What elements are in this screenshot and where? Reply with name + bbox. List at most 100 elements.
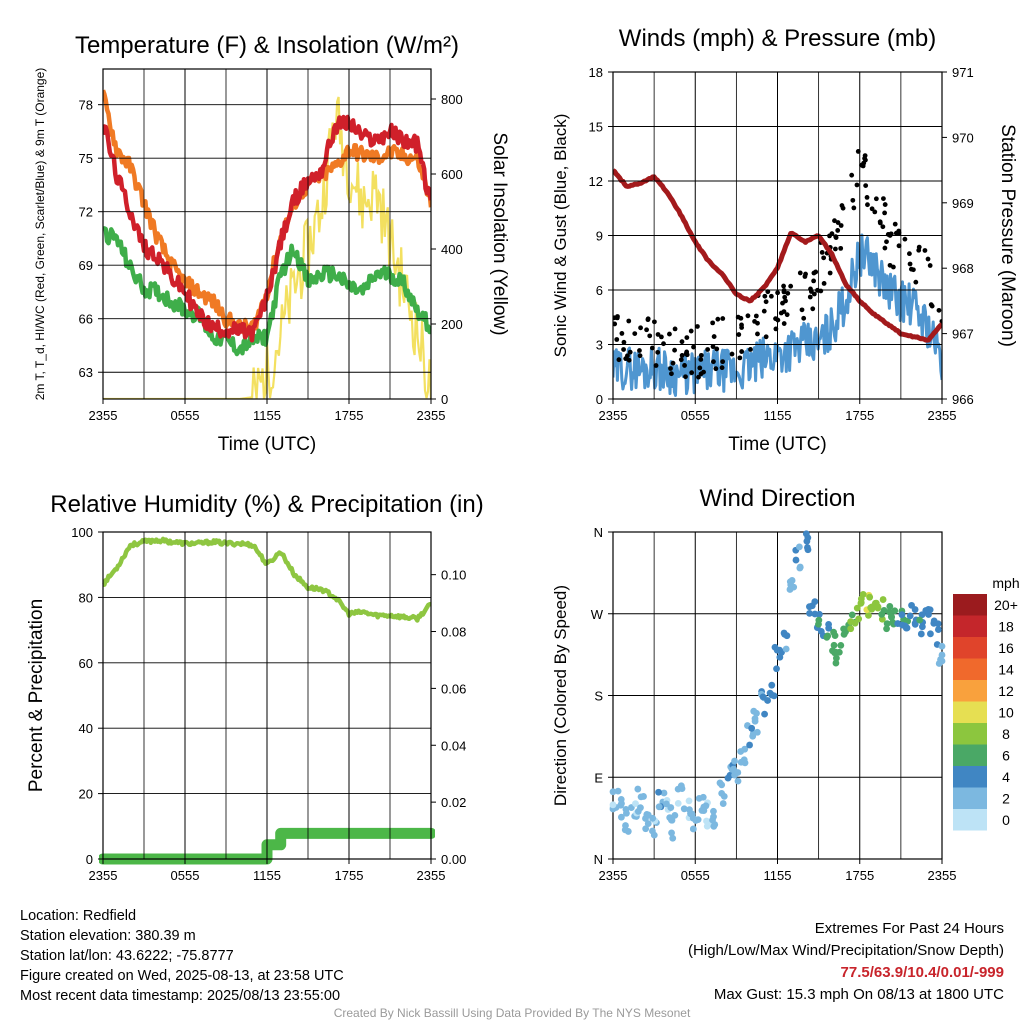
y-tick-label: N [594,852,603,867]
extremes-info: Extremes For Past 24 Hours (High/Low/Max… [688,918,1004,1006]
gust-point [710,320,716,326]
y2-tick-label: 800 [441,92,463,107]
direction-point [916,616,924,624]
direction-point [753,709,760,717]
gust-point [745,313,751,319]
gust-point [780,300,785,306]
gust-point [679,353,685,358]
x-tick-label: 0555 [681,408,710,423]
x-tick-label: 2355 [417,868,446,883]
legend-swatch [953,615,987,637]
direction-point [634,785,642,793]
gust-point [881,196,886,201]
gust-point [720,316,726,321]
direction-point [927,630,934,638]
gust-point [885,232,891,237]
gust-point [755,320,760,326]
gust-point [739,322,744,328]
gust-point [672,347,677,353]
direction-point [830,628,837,636]
chart-title: Wind Direction [699,485,855,512]
humidity-precip-chart: 2355 0555 1155 1755 23550204060801000.000.02… [26,491,484,883]
direction-point [842,628,849,636]
gust-point [714,346,720,352]
gust-point [782,294,788,300]
gust-point [819,249,825,255]
gust-point [695,324,700,329]
direction-point [640,793,647,800]
gust-point [839,203,845,208]
y2-tick-label: 969 [952,196,974,211]
gust-point [619,331,625,336]
legend-label: 6 [1002,748,1010,764]
direction-point [825,620,832,628]
gust-point [882,210,888,216]
winds-pressure-chart: 2355 0555 1155 1755 235503691215189669679689… [551,25,1018,455]
station-info: Location: Redfield Station elevation: 38… [20,906,344,1006]
direction-point [689,825,697,833]
gust-point [832,218,837,224]
location-text: Location: Redfield [20,908,137,924]
direction-point [832,659,840,667]
gust-point [803,271,808,277]
gust-point [907,251,912,257]
gust-point [653,363,659,368]
direction-point [830,641,838,649]
legend-swatch [953,744,987,766]
direction-point [617,801,625,809]
gust-point [832,246,838,252]
y-tick-label: 100 [71,525,93,540]
direction-point [720,792,728,800]
gust-point [808,286,813,292]
x-tick-label: 1755 [335,868,364,883]
direction-point [782,645,790,653]
direction-point [716,779,724,787]
created-text: Figure created on Wed, 2025-08-13, at 23… [20,968,344,984]
y2-tick-label: 200 [441,317,463,332]
gust-point [684,335,690,341]
gust-point [859,162,864,168]
legend-swatch [953,680,987,702]
gust-point [882,202,888,207]
direction-point [660,789,668,797]
direction-point [804,546,812,554]
direction-point [709,816,716,824]
direction-point [719,800,727,807]
y-tick-label: W [591,607,604,622]
temperature-chart: 2355 0555 1155 1755 2355 63 66 69 72 75 78 0 200 400 6… [33,32,510,455]
gust-point [882,245,888,251]
direction-point [833,654,840,662]
direction-point [795,543,803,551]
gust-point [661,341,666,347]
x-tick-label: 1155 [253,408,281,423]
y2-tick-label: 0 [441,392,448,407]
direction-point [906,612,914,620]
direction-point [888,613,895,621]
direction-point [853,604,861,612]
direction-point [773,665,780,673]
x-tick-label: 0555 [681,868,710,883]
y-tick-label: 72 [79,205,93,220]
direction-point [859,590,867,598]
direction-point [674,799,682,807]
legend-label: 16 [998,640,1014,656]
y2-tick-label: 967 [952,327,974,342]
y-axis-label: 2m T, T_d, HI/WC (Red, Green, Scarlet/Bl… [33,68,47,401]
direction-point [883,620,891,628]
direction-point [671,811,679,819]
gust-point [761,308,767,314]
gust-point [696,374,701,380]
x-tick-label: 2355 [599,868,628,883]
direction-point [642,825,650,833]
gust-point [829,231,835,237]
recent-data-text: Most recent data timestamp: 2025/08/13 2… [20,988,341,1004]
gust-point [801,315,807,321]
gust-point [907,261,913,267]
gust-point [821,281,827,286]
gust-point [659,334,664,340]
gust-point [697,365,703,371]
gust-point [862,153,868,159]
direction-point [655,803,663,811]
extremes-title: Extremes For Past 24 Hours [814,920,1004,937]
